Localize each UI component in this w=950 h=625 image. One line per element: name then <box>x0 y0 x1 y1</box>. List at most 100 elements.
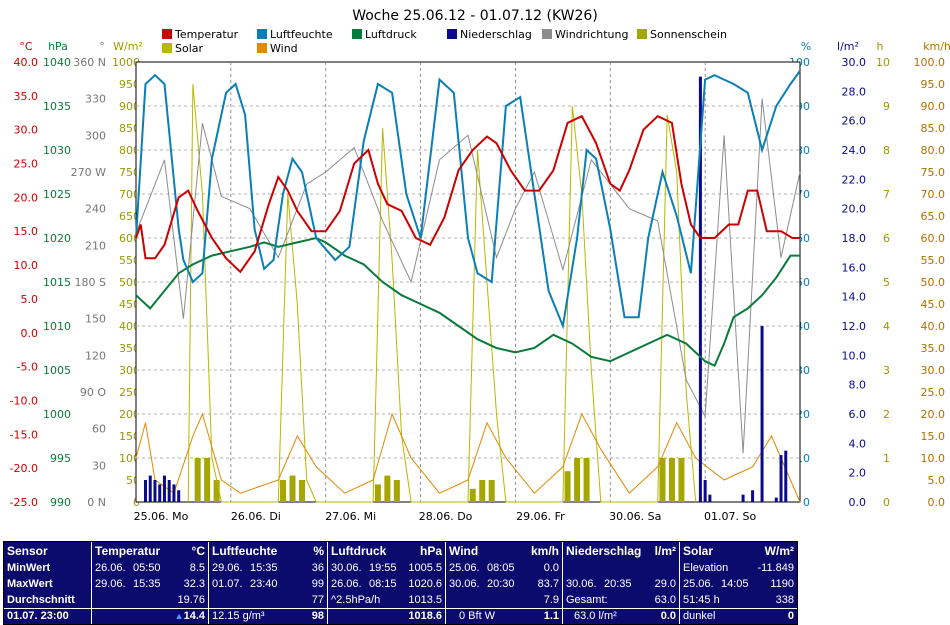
header-solar: Solar <box>683 544 714 558</box>
series-line-temperatur <box>135 114 800 274</box>
axes: °C40.035.030.025.020.015.010.05.00.0-5.0… <box>10 40 950 509</box>
axis-tick-7-13: 35.0 <box>921 342 946 355</box>
hum-min-value: 36 <box>311 562 324 574</box>
temp-max-time: 15:35 <box>133 578 161 590</box>
axis-tick-0-2: 30.0 <box>14 124 39 137</box>
axis-tick-7-12: 40.0 <box>921 320 946 333</box>
axis-unit-2: ° <box>99 40 105 53</box>
axis-tick-0-1: 35.0 <box>14 90 39 103</box>
axis-tick-3-16: 200 <box>119 408 140 421</box>
axis-tick-0-10: -10.0 <box>10 394 38 407</box>
axis-tick-5-8: 14.0 <box>842 291 867 304</box>
axis-unit-7: km/h <box>923 40 950 53</box>
axis-tick-6-9: 1 <box>883 452 890 465</box>
col-sensor: Sensor MinWert MaxWert Durchschnitt 01.0… <box>4 542 90 624</box>
bar-sonnenschein-1 <box>204 458 211 502</box>
series-line-luftdruck <box>135 236 800 367</box>
axis-tick-3-7: 650 <box>119 210 140 223</box>
legend-swatch-2 <box>352 29 362 39</box>
axis-tick-6-5: 5 <box>883 276 890 289</box>
bar-niederschlag-8 <box>698 76 702 503</box>
axis-tick-2-11: 30 <box>92 459 106 472</box>
summary-panel: Sensor MinWert MaxWert Durchschnitt 01.0… <box>0 539 950 625</box>
bar-niederschlag-16 <box>784 450 788 502</box>
table-separator <box>4 608 797 609</box>
header-temperature: Temperatur <box>95 544 161 558</box>
axis-tick-3-6: 700 <box>119 188 140 201</box>
unit-temperature: °C <box>191 544 205 558</box>
axis-tick-1-0: 1040 <box>43 56 71 69</box>
axis-tick-7-7: 65.0 <box>921 210 946 223</box>
axis-tick-0-7: 5.0 <box>21 293 39 306</box>
axis-unit-6: h <box>877 40 884 53</box>
axis-tick-6-2: 8 <box>883 144 890 157</box>
header-wind: Wind <box>449 544 479 558</box>
axis-tick-7-6: 70.0 <box>921 188 946 201</box>
col-humidity: Luftfeuchte% 29.06. 15:35 36 01.07. 23:40 99… <box>208 542 327 624</box>
axis-unit-1: hPa <box>48 40 68 53</box>
bar-sonnenschein-14 <box>583 458 590 502</box>
bar-sonnenschein-4 <box>289 475 296 502</box>
press-max-time: 08:15 <box>369 578 397 590</box>
col-wind: Wind km/h 25.06. 08:05 0.0 30.06. 20:30 83.7 … <box>445 542 562 624</box>
bar-sonnenschein-17 <box>678 458 685 502</box>
axis-tick-5-14: 2.0 <box>849 467 867 480</box>
axis-tick-7-5: 75.0 <box>921 166 946 179</box>
legend-label-1: Luftfeuchte <box>270 28 333 41</box>
x-label-3: 28.06. Do <box>419 510 473 523</box>
axis-tick-1-4: 1020 <box>43 232 71 245</box>
axis-tick-1-5: 1015 <box>43 276 71 289</box>
axis-tick-2-10: 60 <box>92 423 106 436</box>
x-label-1: 26.06. Di <box>231 510 281 523</box>
solar-elevation-label: Elevation <box>683 562 729 574</box>
unit-wind: km/h <box>530 544 559 558</box>
label-now: 01.07. 23:00 <box>7 610 69 622</box>
axis-tick-5-4: 22.0 <box>842 173 867 186</box>
rain-total-label: Gesamt: <box>566 594 608 606</box>
bar-sonnenschein-6 <box>374 484 381 502</box>
axis-tick-0-3: 25.0 <box>14 158 39 171</box>
axis-tick-5-11: 8.0 <box>849 379 867 392</box>
wind-max-date: 30.06. <box>449 578 480 590</box>
axis-tick-7-16: 20.0 <box>921 408 946 421</box>
axis-tick-5-12: 6.0 <box>849 408 867 421</box>
axis-tick-2-8: 120 <box>85 349 106 362</box>
axis-tick-1-1: 1035 <box>43 100 71 113</box>
bar-sonnenschein-16 <box>668 458 675 502</box>
x-label-6: 01.07. So <box>704 510 756 523</box>
solar-max-date: 25.06. <box>683 578 714 590</box>
summary-table: Sensor MinWert MaxWert Durchschnitt 01.0… <box>3 541 798 625</box>
rain-max-time: 20:35 <box>604 578 632 590</box>
legend-label-0: Temperatur <box>174 28 239 41</box>
plot-area <box>135 70 801 503</box>
temp-avg-value: 19.76 <box>177 594 205 606</box>
temp-max-value: 32.3 <box>183 578 205 590</box>
axis-tick-0-0: 40.0 <box>14 56 39 69</box>
legend-swatch-0 <box>162 29 172 39</box>
axis-tick-6-1: 9 <box>883 100 890 113</box>
axis-tick-0-5: 15.0 <box>14 225 39 238</box>
press-max-value: 1020.6 <box>408 578 442 590</box>
bar-sonnenschein-7 <box>384 475 391 502</box>
bar-niederschlag-5 <box>167 480 171 502</box>
legend-swatch-4 <box>542 29 552 39</box>
press-min-value: 1005.5 <box>408 562 442 574</box>
hum-now-value: 98 <box>311 610 324 622</box>
series-line-luftfeuchte <box>135 70 801 330</box>
col-temperature: Temperatur °C 26.06. 05:50 8.5 29.06. 15:35 3… <box>91 542 208 624</box>
legend-label-7: Wind <box>270 42 298 55</box>
bar-niederschlag-1 <box>148 475 152 502</box>
axis-tick-0-11: -15.0 <box>10 428 38 441</box>
wind-avg-value: 7.9 <box>543 594 559 606</box>
axis-unit-4: % <box>801 40 811 53</box>
wind-now-value: 1.1 <box>543 610 559 622</box>
bar-niederschlag-6 <box>172 484 176 502</box>
axis-tick-7-8: 60.0 <box>921 232 946 245</box>
axis-tick-7-18: 10.0 <box>921 452 946 465</box>
x-label-5: 30.06. Sa <box>609 510 661 523</box>
axis-tick-3-17: 150 <box>119 430 140 443</box>
temp-now-value: 14.4 <box>183 610 205 622</box>
unit-rain: l/m² <box>654 544 676 558</box>
axis-tick-1-6: 1010 <box>43 320 71 333</box>
hum-absolute: 12.15 g/m³ <box>212 610 265 622</box>
